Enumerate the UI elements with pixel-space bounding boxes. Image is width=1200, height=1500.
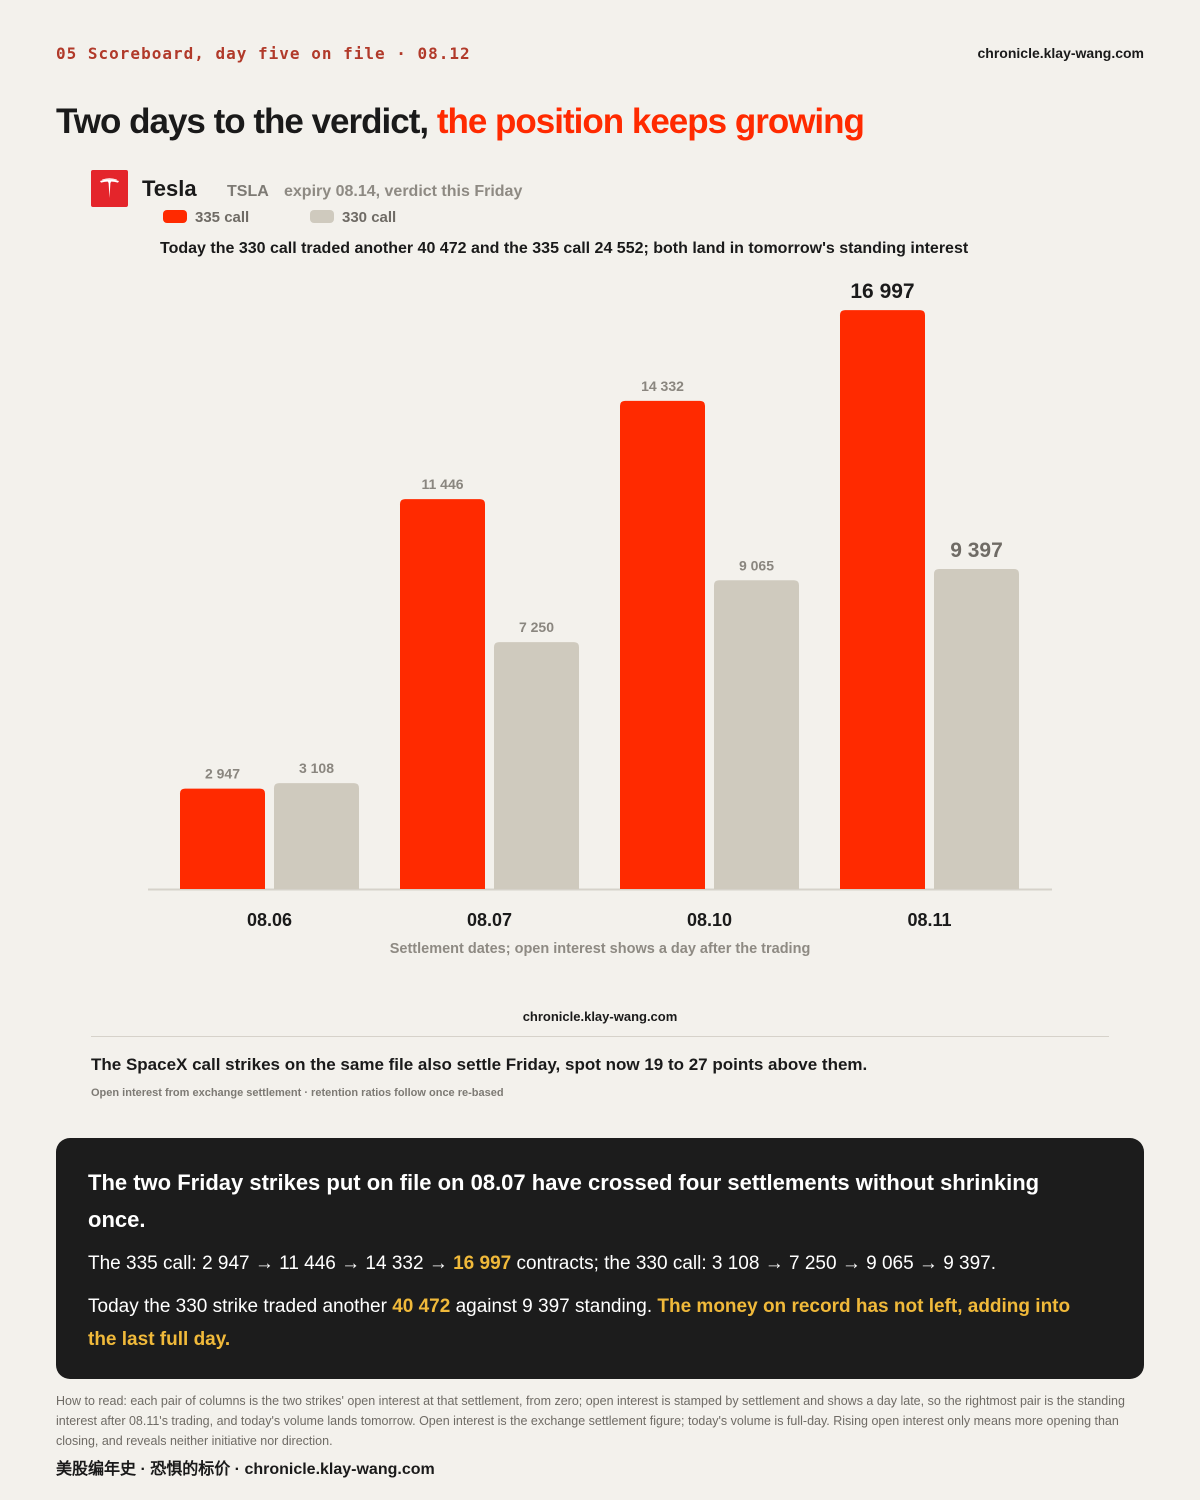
site-link-top[interactable]: chronicle.klay-wang.com [977,45,1145,61]
legend-item-330-call: 330 call [310,209,396,227]
summary-panel: The two Friday strikes put on file on 08… [56,1138,1144,1379]
panel-line1-highlight: 16 997 [453,1253,512,1274]
panel-line1-b: contracts; the 330 call: 3 108 → 7 250 →… [511,1253,997,1274]
data-label-330-08.10: 9 065 [739,557,774,573]
x-axis-label: Settlement dates; open interest shows a … [390,941,811,957]
footer: 美股编年史 · 恐惧的标价 · chronicle.klay-wang.com [56,1461,435,1478]
data-label-335-08.11: 16 997 [850,280,914,303]
legend-label-335: 335 call [195,209,250,226]
bar-335-08.10 [620,400,705,889]
panel-line-series: The 335 call: 2 947 → 11 446 → 14 332 → … [88,1251,1108,1277]
bar-330-08.07 [494,642,579,889]
note-source: Open interest from exchange settlement ·… [91,1087,504,1099]
legend-item-335-call: 335 call [163,209,249,227]
data-label-335-08.07: 11 446 [421,476,463,492]
bar-330-08.06 [274,783,359,889]
data-label-330-08.07: 7 250 [519,619,554,635]
data-label-335-08.10: 14 332 [641,378,684,394]
legend-label-330: 330 call [342,209,397,226]
headline-lead: Two days to the verdict, [56,102,437,141]
data-label-335-08.06: 2 947 [205,766,240,782]
note-main: The SpaceX call strikes on the same file… [91,1055,868,1074]
data-label-330-08.06: 3 108 [299,760,334,776]
how-to-read: How to read: each pair of columns is the… [56,1394,1125,1448]
bar-335-08.06 [180,788,265,889]
legend-swatch-330 [310,210,334,223]
panel-line2-a: Today the 330 strike traded another [88,1296,393,1317]
headline-accent: the position keeps growing [436,102,865,141]
legend-swatch-335 [163,210,187,223]
section-label: 05 Scoreboard, day five on file · 08.12 [56,44,471,63]
lead-text: Today the 330 call traded another 40 472… [160,240,969,257]
data-label-330-08.11: 9 397 [950,539,1003,562]
panel-line2-b: against 9 397 standing. [450,1296,658,1317]
x-tick-label-08.10: 08.10 [687,910,732,930]
site-link-mid[interactable]: chronicle.klay-wang.com [522,1009,678,1024]
panel-line2-highlight-conclusion: The money on record has not left, adding… [88,1296,1071,1350]
x-tick-label-08.06: 08.06 [247,910,292,930]
bar-330-08.10 [714,580,799,889]
panel-line-today: Today the 330 strike traded another 40 4… [88,1290,1098,1356]
headline: Two days to the verdict, the position ke… [56,102,1156,142]
open-interest-bar-chart: 2 947 3 108 08.06 11 446 7 250 08.07 14 332 9 0… [148,280,1052,957]
panel-title: The two Friday strikes put on file on 08… [88,1170,1040,1232]
panel-line1-a: The 335 call: 2 947 → 11 446 → 14 332 → [88,1253,454,1274]
bar-335-08.07 [400,499,485,889]
brand-name: Tesla [142,176,197,201]
bar-335-08.11 [840,310,925,889]
expiry-note: expiry 08.14, verdict this Friday [284,183,523,200]
panel-line2-highlight-volume: 40 472 [392,1296,451,1317]
tesla-logo-icon [91,170,128,207]
x-tick-label-08.07: 08.07 [467,910,512,930]
top-bar: 05 Scoreboard, day five on file · 08.12 … [56,44,1144,66]
divider [91,1036,1109,1037]
ticker: TSLA [227,183,269,200]
x-tick-label-08.11: 08.11 [907,910,951,930]
bar-330-08.11 [934,568,1019,889]
